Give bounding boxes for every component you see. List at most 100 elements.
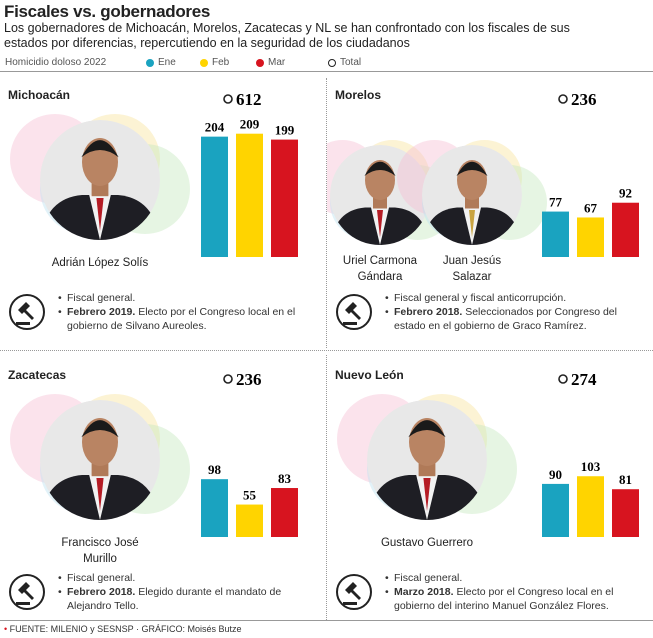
divider xyxy=(326,355,327,620)
bar xyxy=(236,504,263,537)
legend-text: Feb xyxy=(212,57,230,68)
panel-graphic: 612 204 209 199 xyxy=(9,90,298,330)
value-label: 199 xyxy=(275,123,295,138)
person-name: Uriel Carmona Gándara xyxy=(342,255,418,283)
bar xyxy=(236,133,263,257)
note-text: Fiscal general. xyxy=(67,292,136,304)
hair xyxy=(81,140,119,158)
legend-swatch xyxy=(146,59,154,67)
tie xyxy=(469,210,475,238)
legend-swatch xyxy=(256,59,264,67)
notes: Fiscal general.Febrero 2018. Elegido dur… xyxy=(58,571,320,613)
bar xyxy=(271,139,298,257)
state-name: Nuevo León xyxy=(335,368,404,382)
total-icon xyxy=(558,374,568,384)
note: Fiscal general. xyxy=(58,571,320,585)
value-label: 92 xyxy=(619,186,632,201)
legend-text: Mar xyxy=(268,57,286,68)
bar xyxy=(542,211,569,257)
panel: 236 98 55 83 Zacatecas Francisco José Murillo… xyxy=(0,360,326,636)
note: Fiscal general y fiscal anticorrupción. xyxy=(385,291,647,305)
note-text: Fiscal general. xyxy=(394,572,463,584)
value-label: 90 xyxy=(549,467,562,482)
panel: 236 77 67 92 Morelos Uriel Carmona Gándara Jua… xyxy=(327,80,653,356)
bar xyxy=(577,476,604,537)
total: 274 xyxy=(571,370,597,389)
total-icon xyxy=(223,374,233,384)
tie xyxy=(423,478,431,511)
value-label: 77 xyxy=(549,195,563,210)
person-name: Francisco José Murillo xyxy=(61,537,139,565)
bar xyxy=(201,479,228,537)
person-name: Gustavo Guerrero xyxy=(380,537,474,549)
value-label: 81 xyxy=(619,472,632,487)
panel-graphic: 236 77 67 92 xyxy=(327,90,639,330)
note: Marzo 2018. Electo por el Congreso local… xyxy=(385,585,647,613)
tie xyxy=(96,478,104,511)
value-label: 204 xyxy=(205,120,225,135)
total: 236 xyxy=(571,90,597,109)
notes: Fiscal general y fiscal anticorrupción.F… xyxy=(385,291,647,333)
state-name: Morelos xyxy=(335,88,382,102)
total-icon xyxy=(558,94,568,104)
legend: Homicidio doloso 2022 Ene Feb Mar Total xyxy=(0,56,653,72)
note-text: Fiscal general y fiscal anticorrupción. xyxy=(394,292,567,304)
divider xyxy=(0,350,653,351)
bar xyxy=(577,217,604,257)
panel: 274 90 103 81 Nuevo León Gustavo Guerrero Fisc… xyxy=(327,360,653,636)
state-name: Michoacán xyxy=(8,88,71,102)
bar xyxy=(271,488,298,537)
note: Febrero 2018. Seleccionados por Congreso… xyxy=(385,305,647,333)
photo xyxy=(367,400,487,520)
panel: 612 204 209 199 Michoacán Adrián López Solís F… xyxy=(0,80,326,356)
photo xyxy=(422,145,522,245)
bar xyxy=(201,136,228,257)
gavel-icon xyxy=(343,302,361,325)
note-date: Marzo 2018. xyxy=(394,586,454,598)
note-text: Elegido durante el mandato de Alejandro … xyxy=(67,586,282,612)
note-text: Electo por el Congreso local en el gobie… xyxy=(394,586,614,612)
hair xyxy=(81,420,119,438)
note-date: Febrero 2019. xyxy=(67,306,136,318)
legend-swatch xyxy=(328,59,336,67)
panel-graphic: 274 90 103 81 xyxy=(336,370,639,610)
total-icon xyxy=(223,94,233,104)
note: Febrero 2018. Elegido durante el mandato… xyxy=(58,585,320,613)
divider xyxy=(0,620,653,621)
tie xyxy=(96,198,104,231)
value-label: 83 xyxy=(278,471,292,486)
state-name: Zacatecas xyxy=(8,368,67,382)
bar xyxy=(612,489,639,537)
footer-text: FUENTE: MILENIO y SESNSP · GRÁFICO: Mois… xyxy=(9,624,242,634)
note: Fiscal general. xyxy=(385,571,647,585)
bar xyxy=(612,202,639,257)
divider xyxy=(326,78,327,348)
person-name: Juan Jesús Salazar xyxy=(442,255,502,283)
gavel-icon xyxy=(16,302,34,325)
value-label: 67 xyxy=(584,200,598,215)
gavel-icon xyxy=(343,582,361,605)
note-text: Seleccionados por Congreso del estado en… xyxy=(394,306,617,332)
gavel-icon xyxy=(16,582,34,605)
bullet: • xyxy=(4,624,10,634)
total: 612 xyxy=(236,90,262,109)
legend-label: Homicidio doloso 2022 xyxy=(5,57,107,68)
note-text: Fiscal general. xyxy=(67,572,136,584)
value-label: 209 xyxy=(240,117,260,132)
bar xyxy=(542,483,569,537)
panel-graphic: 236 98 55 83 xyxy=(9,370,298,610)
title: Fiscales vs. gobernadores xyxy=(4,2,211,21)
note-text: Electo por el Congreso local en el gobie… xyxy=(67,306,296,332)
legend-swatch xyxy=(200,59,208,67)
value-label: 55 xyxy=(243,488,257,503)
footer: • FUENTE: MILENIO y SESNSP · GRÁFICO: Mo… xyxy=(4,624,242,634)
photo xyxy=(40,120,160,240)
legend-text: Ene xyxy=(158,57,176,68)
hair xyxy=(456,161,488,176)
photo xyxy=(330,145,430,245)
photo xyxy=(40,400,160,520)
tie xyxy=(377,210,383,238)
note: Febrero 2019. Electo por el Congreso loc… xyxy=(58,305,320,333)
person-name: Adrián López Solís xyxy=(51,257,149,269)
